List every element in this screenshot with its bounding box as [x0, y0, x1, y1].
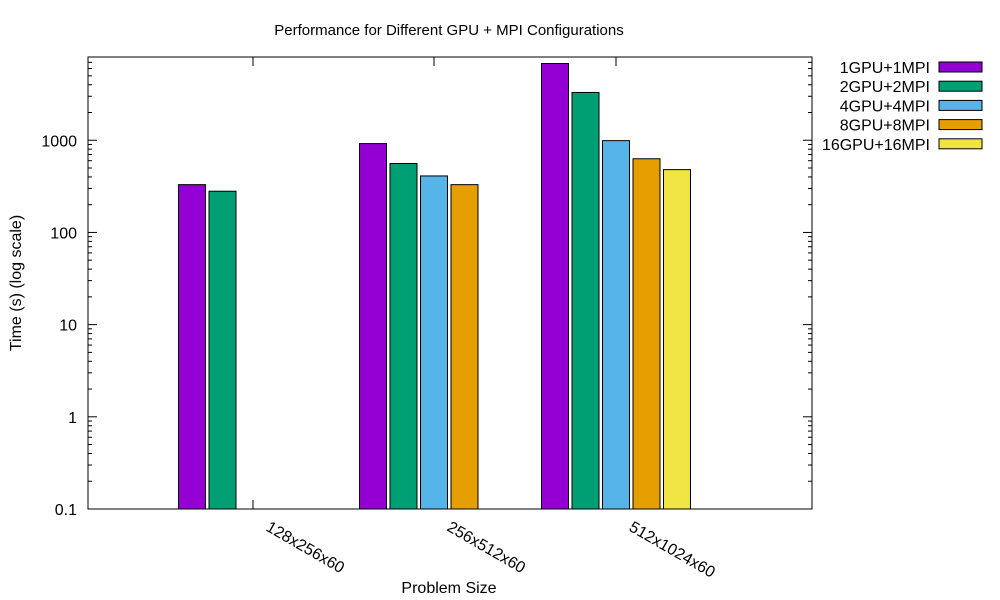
legend-swatch	[938, 99, 983, 111]
y-tick-label: 0.1	[55, 502, 77, 519]
x-tick-label: 128x256x60	[263, 519, 347, 577]
bar	[541, 63, 569, 510]
x-axis-title: Problem Size	[401, 580, 496, 597]
legend-label: 1GPU+1MPI	[840, 60, 930, 77]
bar	[208, 190, 237, 510]
y-tick-label: 1000	[41, 133, 77, 150]
bar	[450, 184, 479, 510]
x-tick-label: 256x512x60	[444, 519, 528, 577]
bar	[663, 169, 691, 510]
legend-swatch	[938, 138, 983, 150]
plot-border	[87, 56, 813, 510]
legend: 1GPU+1MPI 2GPU+2MPI 4GPU+4MPI 8GPU+8MPI 16GP…	[822, 60, 983, 154]
legend-swatch	[938, 80, 983, 92]
legend-swatch	[938, 119, 983, 131]
legend-label: 8GPU+8MPI	[840, 118, 930, 135]
bar	[632, 158, 661, 510]
legend-swatch	[938, 61, 983, 73]
y-tick-label: 100	[50, 225, 77, 242]
chart-title: Performance for Different GPU + MPI Conf…	[274, 22, 623, 39]
legend-label: 16GPU+16MPI	[822, 137, 930, 154]
bar	[571, 91, 600, 510]
bar	[602, 140, 630, 510]
x-tick-label: 512x1024x60	[626, 519, 718, 582]
legend-label: 4GPU+4MPI	[840, 98, 930, 115]
bar	[389, 162, 418, 510]
bar	[359, 143, 387, 510]
bar-group	[178, 63, 691, 510]
y-axis-title: Time (s) (log scale)	[8, 215, 25, 351]
y-tick-label: 1	[68, 410, 77, 427]
bar	[178, 184, 206, 510]
bar	[420, 175, 448, 510]
legend-label: 2GPU+2MPI	[840, 79, 930, 96]
y-tick-label: 10	[59, 318, 77, 335]
